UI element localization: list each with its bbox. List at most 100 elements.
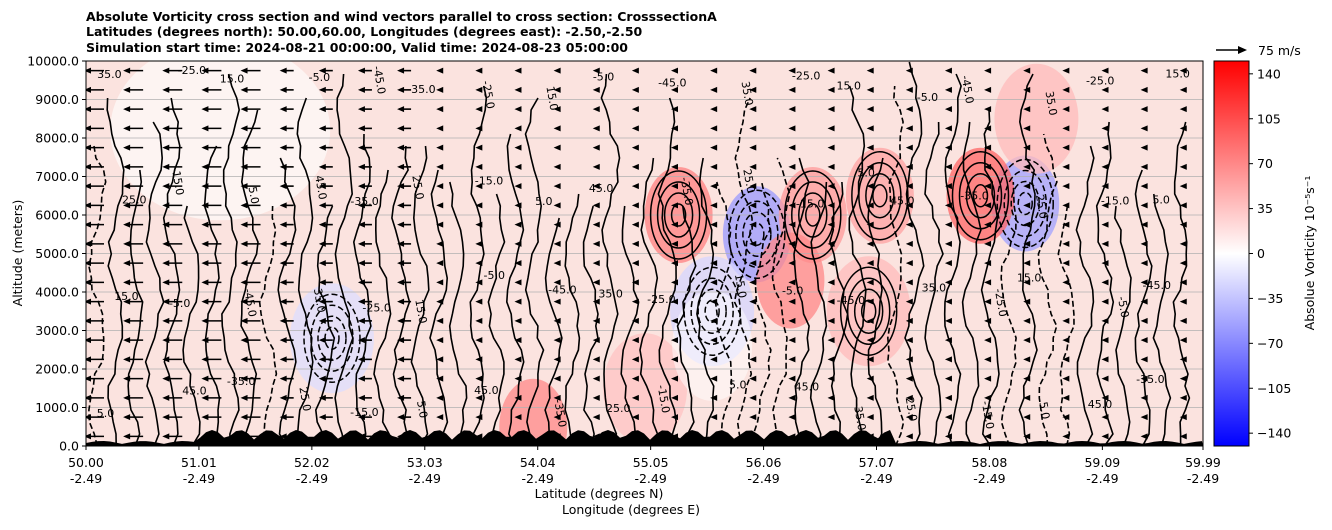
wind-arrowhead-icon [710,183,718,190]
wind-arrowhead-icon [710,414,718,421]
wind-arrowhead-icon [1023,67,1031,74]
contour-line [544,217,563,446]
vorticity-anomaly [756,232,825,329]
quiver-key: 75 m/s [1216,43,1301,58]
wind-arrowhead-icon [905,375,913,382]
contour-loop [872,184,888,208]
wind-arrowhead-icon [710,106,718,113]
x-tick-label-latitude: 56.06 [746,455,782,470]
wind-arrowhead-icon [631,240,639,247]
contour-label: -25.0 [792,70,820,83]
wind-arrowhead-icon [436,183,444,190]
wind-arrowhead-icon [631,433,639,440]
wind-arrowhead-icon [905,433,913,440]
wind-arrowhead-icon [984,298,992,305]
wind-arrowhead-icon [357,375,365,382]
wind-arrowhead-icon [944,106,952,113]
wind-arrowhead-icon [397,67,405,74]
wind-arrowhead-icon [1101,106,1109,113]
wind-arrowhead-icon [1023,317,1031,324]
wind-arrowhead-icon [318,375,326,382]
wind-arrowhead-icon [475,394,483,401]
wind-arrowhead-icon [1179,279,1187,286]
colorbar-tick-label: 0 [1257,246,1265,261]
wind-arrowhead-icon [279,433,287,440]
wind-arrowhead-icon [86,144,91,151]
wind-arrowhead-icon [436,394,444,401]
wind-arrowhead-icon [631,279,639,286]
wind-arrowhead-icon [944,337,952,344]
wind-arrowhead-icon [749,394,757,401]
wind-arrowhead-icon [827,337,835,344]
terrain-fill [86,430,1203,446]
wind-arrowhead-icon [397,414,405,421]
wind-arrowhead-icon [710,221,718,228]
wind-arrowhead-icon [162,202,170,209]
x-tick-label-longitude: -2.49 [747,471,779,486]
wind-arrowhead-icon [475,221,483,228]
contour-line [1037,133,1058,446]
wind-arrowhead-icon [631,144,639,151]
wind-arrowhead-icon [984,144,992,151]
wind-arrowhead-icon [318,144,326,151]
contour-label: 5.0 [246,186,262,205]
contour-line [793,157,810,446]
wind-arrowhead-icon [318,414,326,421]
wind-arrowhead-icon [397,202,405,209]
vorticity-anomaly [603,333,688,444]
wind-arrowhead-icon [86,260,91,267]
contour-line [1000,181,1017,446]
wind-arrowhead-icon [827,375,835,382]
wind-arrowhead-icon [240,375,248,382]
wind-arrowhead-icon [592,163,600,170]
wind-arrowhead-icon [1179,240,1187,247]
wind-arrowhead-icon [240,202,248,209]
wind-arrowhead-icon [984,67,992,74]
wind-arrowhead-icon [240,240,248,247]
wind-arrowhead-icon [123,337,131,344]
wind-arrowhead-icon [1140,375,1148,382]
wind-arrowhead-icon [201,86,209,93]
wind-arrowhead-icon [240,144,248,151]
wind-arrowhead-icon [749,221,757,228]
wind-arrowhead-icon [788,298,796,305]
wind-arrowhead-icon [749,337,757,344]
wind-arrowhead-icon [1062,240,1070,247]
contour-loop [791,181,835,249]
contour-label: 5.0 [414,400,430,419]
contour-line [258,205,278,446]
y-tick-label: 7000.0 [35,169,79,184]
wind-arrowhead-icon [671,279,679,286]
wind-arrowhead-icon [592,317,600,324]
wind-arrowhead-icon [1140,356,1148,363]
wind-arrowhead-icon [514,106,522,113]
x-axis-label-latitude: Latitude (degrees N) [535,486,664,501]
wind-arrowhead-icon [279,144,287,151]
wind-arrowhead-icon [631,202,639,209]
wind-arrowhead-icon [1062,183,1070,190]
wind-arrowhead-icon [514,375,522,382]
wind-arrowhead-icon [436,433,444,440]
wind-arrowhead-icon [944,414,952,421]
colorbar-gradient [1213,60,1250,447]
wind-arrowhead-icon [671,298,679,305]
wind-arrowhead-icon [397,317,405,324]
wind-arrowhead-icon [631,298,639,305]
wind-arrowhead-icon [201,221,209,228]
wind-arrowhead-icon [397,240,405,247]
contour-line [429,169,449,446]
wind-arrowhead-icon [514,414,522,421]
wind-arrowhead-icon [671,337,679,344]
wind-arrowhead-icon [710,202,718,209]
wind-arrowhead-icon [436,86,444,93]
wind-arrowhead-icon [749,106,757,113]
quiver-key-label: 75 m/s [1258,43,1301,58]
wind-arrowhead-icon [201,163,209,170]
wind-arrowhead-icon [318,183,326,190]
wind-arrowhead-icon [123,67,131,74]
wind-arrowhead-icon [357,163,365,170]
contour-line [144,121,165,446]
wind-arrowhead-icon [749,144,757,151]
contour-line [1075,145,1095,446]
wind-arrowhead-icon [397,144,405,151]
